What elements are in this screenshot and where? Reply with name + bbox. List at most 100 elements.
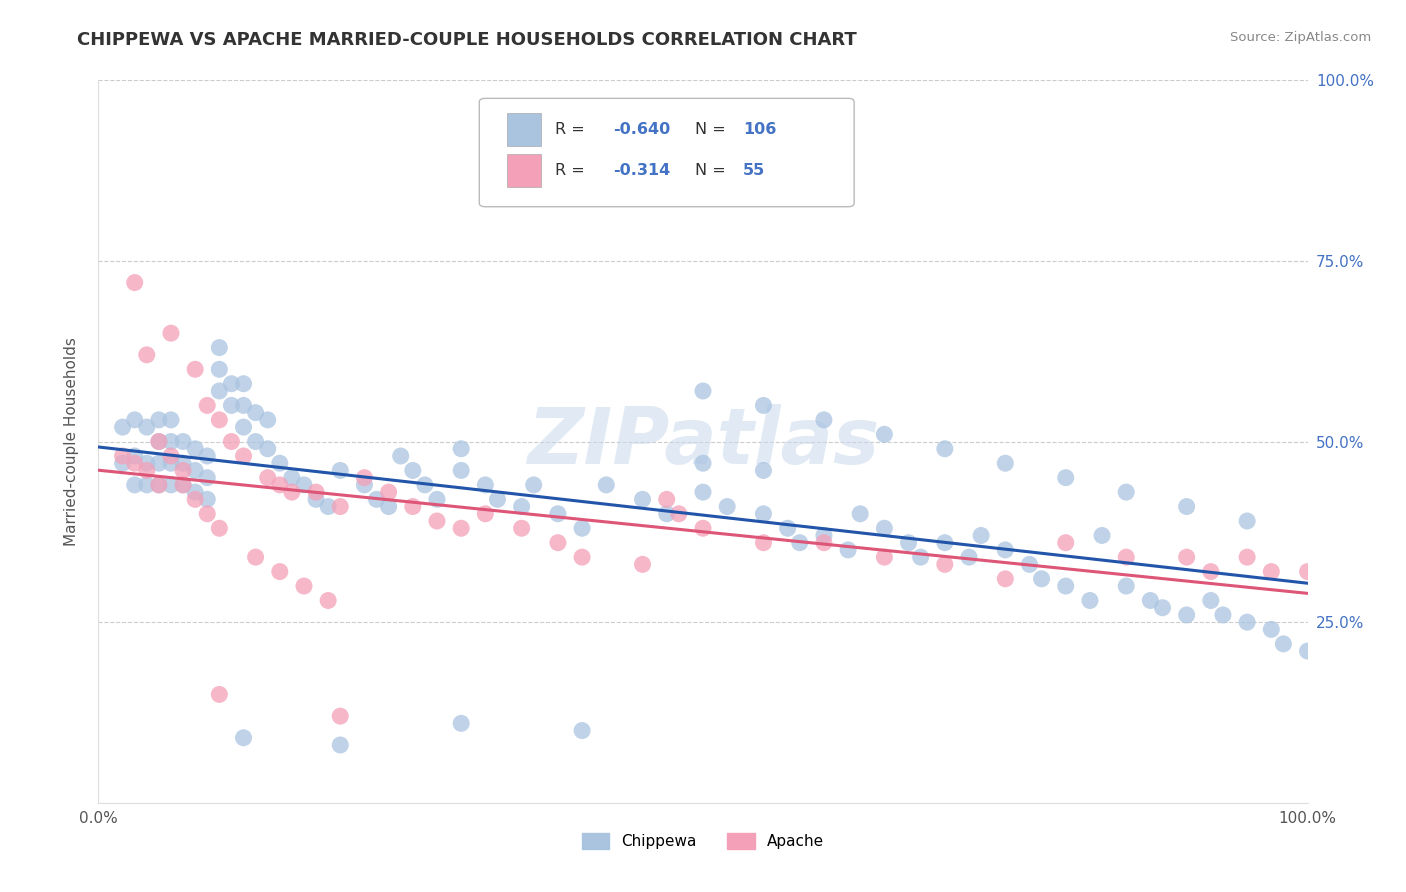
Point xyxy=(160,449,183,463)
Point xyxy=(957,550,980,565)
Point xyxy=(269,565,291,579)
Point xyxy=(752,535,775,549)
Point xyxy=(1236,514,1258,528)
Point xyxy=(389,449,412,463)
Point xyxy=(245,434,267,449)
Point xyxy=(329,500,352,514)
Point xyxy=(631,558,654,572)
Point xyxy=(510,500,533,514)
Point xyxy=(377,485,399,500)
Point xyxy=(245,406,267,420)
Point xyxy=(195,398,218,412)
Point xyxy=(329,709,352,723)
Point xyxy=(172,478,194,492)
Point xyxy=(208,362,231,376)
Point xyxy=(655,492,678,507)
Point xyxy=(1091,528,1114,542)
Point xyxy=(523,478,546,492)
Point xyxy=(752,507,775,521)
Point xyxy=(111,449,134,463)
Point xyxy=(752,398,775,412)
Text: N =: N = xyxy=(695,122,730,136)
Point xyxy=(160,478,183,492)
Text: R =: R = xyxy=(555,122,591,136)
Point xyxy=(1260,565,1282,579)
Point xyxy=(837,542,859,557)
Point xyxy=(232,731,254,745)
Point xyxy=(124,456,146,470)
Point xyxy=(208,413,231,427)
Point xyxy=(160,326,183,340)
Point xyxy=(1272,637,1295,651)
Point xyxy=(124,449,146,463)
Point xyxy=(1139,593,1161,607)
Point xyxy=(172,463,194,477)
Point xyxy=(316,593,339,607)
Point xyxy=(1018,558,1040,572)
Point xyxy=(281,485,304,500)
Point xyxy=(160,413,183,427)
Point xyxy=(195,507,218,521)
Point xyxy=(245,550,267,565)
Point xyxy=(160,456,183,470)
Point xyxy=(668,507,690,521)
Legend: Chippewa, Apache: Chippewa, Apache xyxy=(582,833,824,849)
Point xyxy=(474,478,496,492)
Point xyxy=(208,384,231,398)
Point xyxy=(1115,579,1137,593)
Point xyxy=(571,723,593,738)
Point xyxy=(994,572,1017,586)
Point xyxy=(692,521,714,535)
Point xyxy=(1175,607,1198,622)
Text: CHIPPEWA VS APACHE MARRIED-COUPLE HOUSEHOLDS CORRELATION CHART: CHIPPEWA VS APACHE MARRIED-COUPLE HOUSEH… xyxy=(77,31,858,49)
Point xyxy=(1175,500,1198,514)
Point xyxy=(413,478,436,492)
Text: R =: R = xyxy=(555,163,591,178)
Point xyxy=(232,376,254,391)
Point xyxy=(547,535,569,549)
Point xyxy=(571,521,593,535)
Point xyxy=(305,485,328,500)
Text: ZIPatlas: ZIPatlas xyxy=(527,403,879,480)
Point xyxy=(1260,623,1282,637)
Bar xyxy=(508,154,541,186)
Point xyxy=(184,485,207,500)
Point xyxy=(124,478,146,492)
Point xyxy=(1115,550,1137,565)
Point xyxy=(426,514,449,528)
Text: N =: N = xyxy=(695,163,730,178)
Point xyxy=(692,485,714,500)
Point xyxy=(232,420,254,434)
Point xyxy=(148,456,170,470)
Point xyxy=(135,348,157,362)
Point xyxy=(776,521,799,535)
Point xyxy=(305,492,328,507)
Point xyxy=(208,687,231,701)
Point xyxy=(353,478,375,492)
Point xyxy=(256,413,278,427)
Point xyxy=(184,362,207,376)
Point xyxy=(111,456,134,470)
Point xyxy=(873,550,896,565)
Point xyxy=(752,463,775,477)
Point xyxy=(897,535,920,549)
Point xyxy=(486,492,509,507)
Point xyxy=(1054,470,1077,484)
Point xyxy=(571,550,593,565)
Point xyxy=(547,507,569,521)
Point xyxy=(148,413,170,427)
Point xyxy=(910,550,932,565)
Point xyxy=(148,434,170,449)
Point xyxy=(450,521,472,535)
Point xyxy=(135,420,157,434)
Point xyxy=(402,500,425,514)
Point xyxy=(124,413,146,427)
Point xyxy=(873,427,896,442)
Text: -0.640: -0.640 xyxy=(613,122,671,136)
Point xyxy=(1296,644,1319,658)
Point xyxy=(172,456,194,470)
Point xyxy=(510,521,533,535)
Point xyxy=(195,470,218,484)
Text: 106: 106 xyxy=(742,122,776,136)
Point xyxy=(934,558,956,572)
